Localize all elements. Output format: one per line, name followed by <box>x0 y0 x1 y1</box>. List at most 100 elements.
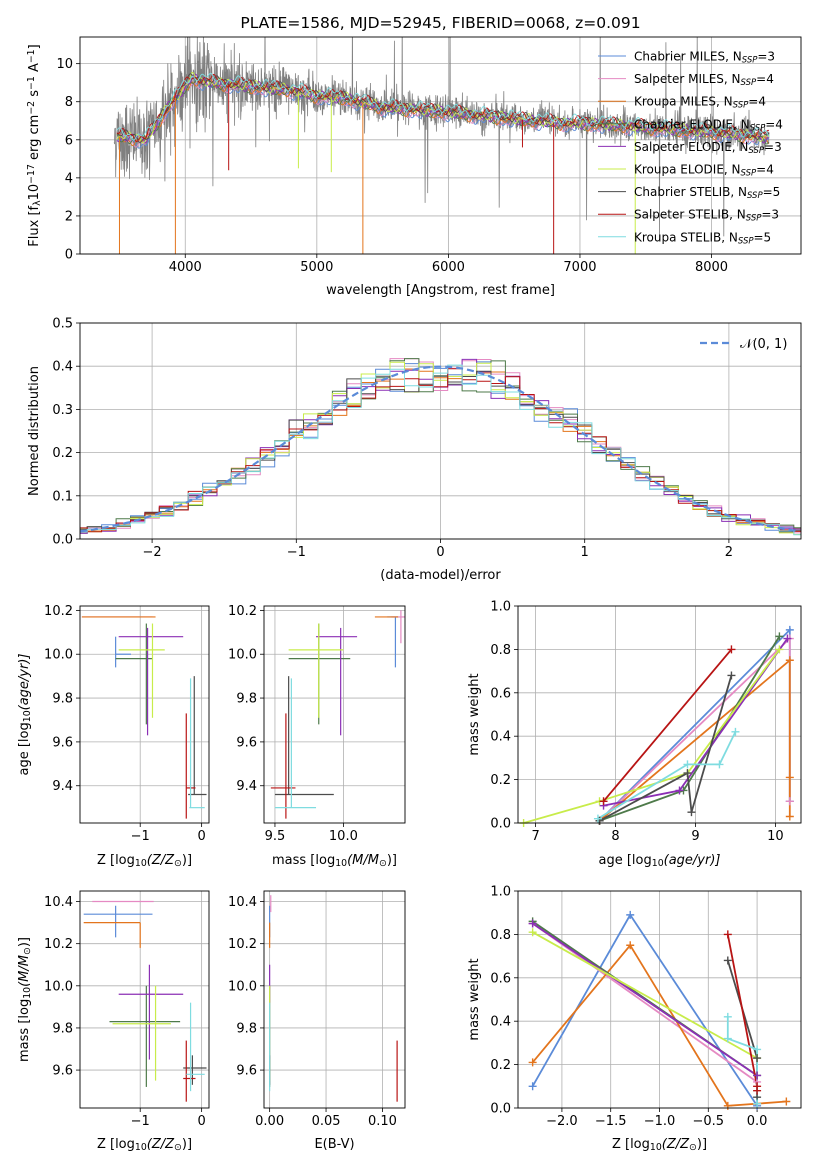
y-tick-label: 9.8 <box>236 1021 257 1036</box>
y-tick-label: 9.8 <box>52 1021 73 1036</box>
legend-sub: SSP <box>747 191 763 201</box>
residuals-panel: −2 −1 0 1 2 0.0 0.1 0.2 0.3 0.4 0.5 <box>52 317 802 560</box>
label-part: (Z/Z <box>662 1137 690 1152</box>
y-tick-label: 10.4 <box>228 895 257 910</box>
series-marker-krou_miles <box>723 1101 732 1110</box>
series-marker-chab_stelib <box>687 808 696 817</box>
series-marker-krou_stelib <box>723 1034 732 1043</box>
y-tick-label: 0.6 <box>490 686 511 701</box>
y-tick-label: 10 <box>56 57 73 72</box>
label-part: age [log <box>599 853 652 868</box>
axes-frame <box>517 605 802 824</box>
label-part: )] <box>387 853 397 868</box>
label-part: (M/M <box>17 955 32 987</box>
legend-sub: SSP <box>741 169 757 179</box>
y-tick-label: 0.8 <box>490 643 511 658</box>
x-tick-label: 0.0 <box>747 1114 768 1129</box>
axis-ticks: −2.0 −1.5 −1.0 −0.5 0.0 0.0 0.2 0.4 0.6 0.8 1.0 <box>490 885 767 1130</box>
series-line-krou_stelib <box>597 731 737 820</box>
legend-name: Kroupa STELIB, N <box>634 230 738 244</box>
label-part: mass [log <box>272 853 335 868</box>
label-part: −17 <box>26 164 37 184</box>
y-tick-label: 10.0 <box>44 648 73 663</box>
massweight-vs-age-panel-ylabel: mass weight <box>467 673 482 755</box>
series-marker-krou_miles <box>782 1097 791 1106</box>
spectrum-model-chab_stelib <box>116 73 770 143</box>
spectrum-ylabel: Flux [fλ10−17 erg cm−2 s−1 A−1] <box>26 44 43 246</box>
legend-sub: SSP <box>748 146 764 156</box>
grid-lines <box>264 606 405 823</box>
residuals-ylabel: Normed distribution <box>27 366 42 496</box>
legend-name: Salpeter STELIB, N <box>634 208 746 222</box>
series-marker-salp_elodie <box>783 634 792 643</box>
legend-entry-chab_elodie: Chabrier ELODIE, NSSP=4 <box>634 117 783 133</box>
series-marker-salp_stelib <box>727 645 736 654</box>
hist-step-krou_elodie <box>80 361 801 535</box>
y-tick-label: 9.8 <box>236 692 257 707</box>
y-tick-label: 0.1 <box>52 489 73 504</box>
series-marker-chab_stelib <box>723 956 732 965</box>
label-part: −1 <box>26 49 37 63</box>
y-tick-label: 0.2 <box>490 1058 511 1073</box>
label-part: 10 <box>22 987 33 999</box>
legend-name: Kroupa MILES, N <box>634 95 733 109</box>
y-tick-label: 10.2 <box>44 604 73 619</box>
age-vs-z-panel-ylabel: age [log10(age/yr)] <box>17 654 33 776</box>
label-part: A <box>27 63 42 76</box>
y-tick-label: 9.6 <box>236 735 257 750</box>
axis-ticks: 7 8 9 10 0.0 0.2 0.4 0.6 0.8 1.0 <box>490 600 783 845</box>
x-tick-label: 9.5 <box>265 829 286 844</box>
series-marker-krou_stelib <box>731 727 740 736</box>
label-part: Z [log <box>97 853 135 868</box>
label-part: erg cm <box>27 115 42 164</box>
x-tick-label: 7000 <box>563 260 596 275</box>
massweight-vs-z-panel-ylabel: mass weight <box>467 958 482 1040</box>
massweight-vs-age-panel-xlabel: age [log10(age/yr)] <box>599 853 721 869</box>
massweight-vs-z-panel: −2.0 −1.5 −1.0 −0.5 0.0 0.0 0.2 0.4 0.6 0.8 1.0 <box>490 885 802 1130</box>
legend-sub: SSP <box>733 101 749 111</box>
y-tick-label: 1.0 <box>490 885 511 900</box>
x-tick-label: 6000 <box>432 260 465 275</box>
series-line-chab_stelib <box>726 960 758 1098</box>
plot-area <box>81 616 207 819</box>
label-part: −2 <box>26 101 37 115</box>
series-marker-krou_miles <box>785 773 794 782</box>
y-tick-label: 0.4 <box>52 360 73 375</box>
plot-area <box>113 37 770 254</box>
y-tick-label: 8 <box>65 95 73 110</box>
series-marker-chab_stelib <box>683 769 692 778</box>
series-marker-krou_stelib <box>753 1045 762 1054</box>
x-tick-label: 0.10 <box>368 1114 397 1129</box>
x-tick-label: 7 <box>531 829 539 844</box>
legend-name: Chabrier ELODIE, N <box>634 117 750 131</box>
series-marker-salp_elodie <box>528 919 537 928</box>
y-tick-label: 0.6 <box>490 971 511 986</box>
series-marker-krou_elodie <box>775 645 784 654</box>
y-tick-label: 9.4 <box>236 779 257 794</box>
legend-entry-krou_elodie: Kroupa ELODIE, NSSP=4 <box>634 163 774 179</box>
series-marker-krou_miles <box>785 656 794 665</box>
series-marker-salp_elodie <box>753 1071 762 1080</box>
plot-area <box>269 895 398 1102</box>
grid-lines <box>264 891 405 1108</box>
x-tick-label: −2.0 <box>546 1114 578 1129</box>
x-tick-label: 10.0 <box>329 829 358 844</box>
legend-name: Salpeter ELODIE, N <box>634 140 748 154</box>
grid-lines <box>80 606 209 823</box>
y-tick-label: 10.4 <box>44 895 73 910</box>
label-part: s <box>27 90 42 101</box>
y-tick-label: 0.2 <box>52 446 73 461</box>
label-part: 10 <box>22 710 33 722</box>
gaussian-curve <box>80 365 799 533</box>
label-part: )] <box>182 853 192 868</box>
y-tick-label: 10.2 <box>44 937 73 952</box>
legend-sub: SSP <box>738 237 754 247</box>
label-part: 10 <box>335 858 347 869</box>
label-part: ⊙ <box>22 947 33 955</box>
series-marker-chab_stelib <box>727 671 736 680</box>
x-tick-label: −1 <box>287 545 306 560</box>
series-line-krou_elodie <box>532 931 758 1059</box>
y-tick-label: 9.4 <box>52 779 73 794</box>
label-part: )] <box>697 1137 707 1152</box>
